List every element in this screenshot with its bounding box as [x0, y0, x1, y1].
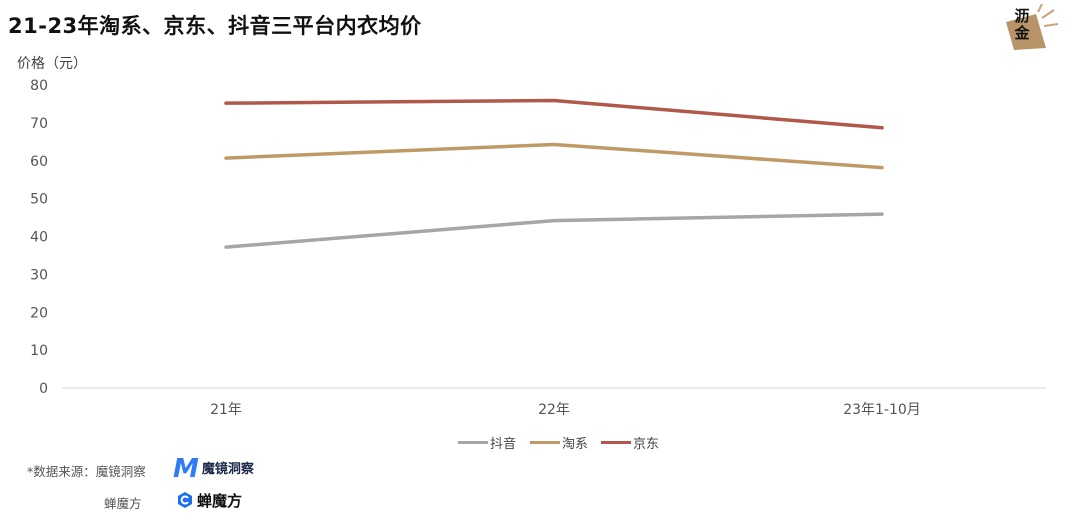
chanmofang-logo-name: 蝉魔方	[197, 491, 243, 510]
y-tick-label: 10	[30, 343, 48, 359]
chart-title: 21-23年淘系、京东、抖音三平台内衣均价	[8, 14, 422, 38]
source-label-second: 蝉魔方	[104, 496, 142, 511]
legend-item: 京东	[601, 433, 659, 452]
legend-label: 淘系	[562, 437, 589, 452]
y-tick-label: 60	[30, 154, 48, 170]
y-axis-label: 价格（元）	[17, 56, 87, 72]
y-tick-label: 20	[30, 305, 48, 321]
y-tick-label: 50	[30, 192, 48, 208]
y-tick-label: 40	[30, 230, 48, 246]
x-tick-label: 23年1-10月	[843, 402, 921, 418]
brand-logo-text: 沥金	[1014, 7, 1030, 42]
moojing-logo-name: 魔镜洞察	[201, 462, 254, 477]
series-line-1	[224, 142, 884, 170]
series-line-0	[224, 212, 884, 249]
legend-item: 抖音	[458, 433, 516, 452]
legend-swatch	[458, 441, 488, 444]
legend-label: 京东	[633, 437, 660, 452]
x-tick-label: 21年	[210, 402, 242, 418]
y-tick-label: 30	[30, 267, 48, 283]
line-chart: 0 10 20 30 40 50 60 70 80 21年 22年 23年1-10月	[30, 78, 1046, 418]
y-tick-label: 0	[39, 381, 48, 397]
x-tick-label: 22年	[538, 402, 570, 418]
moojing-m-icon: M	[173, 454, 199, 484]
y-tick-label: 80	[30, 78, 48, 94]
legend-swatch	[601, 441, 631, 444]
chanmofang-icon	[178, 492, 192, 508]
legend-label: 抖音	[490, 437, 517, 452]
brand-logo-icon	[1006, 4, 1059, 50]
chart-legend: 抖音 淘系 京东	[0, 433, 1080, 453]
moojing-logo: M 魔镜洞察	[173, 456, 254, 482]
series-line-2	[224, 98, 884, 130]
source-label: *数据来源：魔镜洞察	[27, 464, 146, 479]
chanmofang-logo: 蝉魔方	[176, 490, 242, 510]
y-tick-label: 70	[30, 116, 48, 132]
legend-item: 淘系	[530, 433, 588, 452]
legend-swatch	[530, 441, 560, 444]
